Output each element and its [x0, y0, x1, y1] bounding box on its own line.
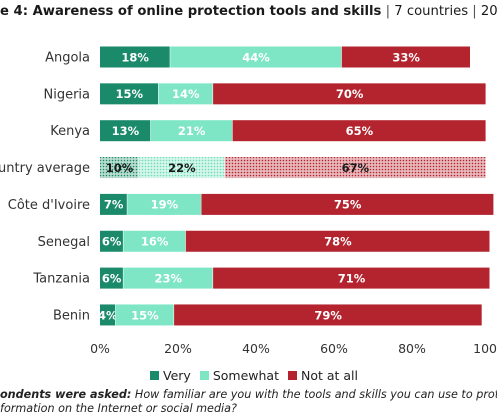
bar-segment-not-at-all: [201, 193, 494, 215]
data-label: 14%: [172, 87, 200, 101]
chart-title-countries: 7 countries: [394, 4, 469, 19]
bar-segment-not-at-all: [174, 304, 482, 326]
data-label: 44%: [242, 50, 270, 64]
legend: Very Somewhat Not at all: [150, 366, 367, 384]
data-label: 71%: [338, 271, 366, 285]
chart-title: e 4: Awareness of online protection tool…: [0, 4, 497, 19]
data-label: 15%: [131, 308, 159, 322]
data-label: 19%: [151, 198, 179, 212]
legend-swatch: [199, 370, 209, 380]
category-label: Nigeria: [43, 87, 90, 102]
category-label: Benin: [53, 308, 90, 323]
bar-segment-somewhat: [127, 193, 201, 215]
x-tick-label: 100: [473, 341, 497, 356]
data-label: 23%: [154, 271, 182, 285]
title-separator: |: [381, 4, 395, 19]
data-label: 78%: [324, 235, 352, 249]
bar-segment-very: [100, 230, 123, 252]
x-tick-label: 0%: [90, 341, 110, 356]
bar-segment-somewhat: [123, 230, 186, 252]
data-label: 6%: [102, 271, 122, 285]
bar-segment-somewhat: [115, 304, 174, 326]
data-label: 13%: [112, 124, 140, 138]
data-label: 70%: [336, 87, 364, 101]
data-label: 22%: [168, 161, 196, 175]
x-tick-label: 20%: [164, 341, 192, 356]
title-separator: |: [468, 4, 481, 19]
category-label: ountry average: [0, 161, 90, 176]
bar-segment-somewhat: [170, 46, 342, 68]
category-label: Angola: [45, 51, 90, 66]
bars-group: 18% 44% 33% 15% 14% 70% 13% 21% 65% 10% 22% 67% 7% 19…: [98, 46, 494, 326]
data-label: 10%: [106, 161, 134, 175]
data-label: 75%: [334, 198, 362, 212]
footnote-lead: ondents were asked:: [0, 388, 132, 401]
data-label: 33%: [392, 50, 420, 64]
bar-segment-not-at-all: [224, 157, 486, 179]
chart-title-year: 2024: [480, 4, 497, 19]
bar-segment-not-at-all: [213, 267, 490, 289]
chart-title-main: e 4: Awareness of online protection tool…: [0, 4, 382, 19]
legend-label: Not at all: [300, 367, 358, 383]
x-axis-ticks: 0% 20% 40% 60% 80% 100: [90, 341, 497, 356]
legend-item-very: Very: [150, 368, 191, 383]
bar-segment-somewhat: [139, 157, 225, 179]
x-tick-label: 80%: [398, 341, 426, 356]
footnote-line-2: formation on the Internet or social medi…: [0, 402, 237, 415]
legend-label: Very: [163, 367, 191, 383]
legend-label: Somewhat: [212, 367, 279, 383]
legend-swatch: [150, 370, 159, 380]
bar-segment-not-at-all: [213, 83, 486, 105]
bar-segment-not-at-all: [341, 46, 470, 68]
bar-segment-somewhat: [158, 83, 213, 105]
category-labels: Angola Nigeria Kenya ountry average Côte d'I…: [0, 51, 90, 324]
data-label: 6%: [102, 235, 122, 249]
legend-item-not-at-all: Not at all: [287, 367, 358, 383]
x-tick-label: 60%: [320, 341, 348, 356]
bar-segment-not-at-all: [185, 230, 490, 252]
category-label: Tanzania: [32, 272, 90, 287]
bar-segment-very: [100, 157, 139, 179]
data-label: 67%: [342, 161, 370, 175]
category-label: Kenya: [50, 124, 90, 139]
legend-swatch: [287, 370, 297, 380]
footnote-line-1: ondents were asked: How familiar are you…: [0, 388, 497, 402]
bar-segment-somewhat: [123, 267, 213, 289]
data-label: 65%: [346, 124, 374, 138]
x-tick-label: 40%: [242, 341, 270, 356]
bar-segment-very: [100, 120, 151, 142]
bar-segment-very: [100, 83, 158, 105]
data-label: 18%: [121, 50, 149, 64]
bar-segment-very: [100, 46, 170, 68]
data-label: 15%: [115, 87, 143, 101]
data-label: 21%: [178, 124, 206, 138]
bar-segment-very: [100, 193, 127, 215]
bar-segment-not-at-all: [232, 120, 486, 142]
data-label: 16%: [141, 235, 169, 249]
category-label: Senegal: [38, 235, 90, 250]
footnote: ondents were asked: How familiar are you…: [0, 388, 497, 416]
footnote-question-1: How familiar are you with the tools and …: [134, 388, 497, 401]
bar-segment-somewhat: [150, 120, 233, 142]
data-label: 4%: [98, 308, 118, 322]
data-label: 79%: [314, 308, 342, 322]
bar-segment-very: [100, 304, 116, 326]
bar-segment-very: [100, 267, 123, 289]
data-label: 7%: [104, 198, 124, 212]
legend-item-somewhat: Somewhat: [199, 367, 279, 383]
category-label: Côte d'Ivoire: [8, 198, 90, 213]
